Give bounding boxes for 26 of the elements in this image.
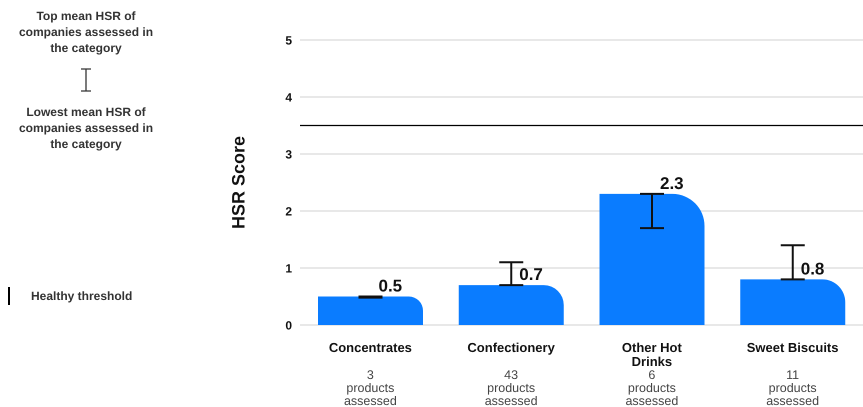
bar: [740, 279, 846, 325]
data-label: 0.5: [378, 276, 402, 296]
bar: [600, 194, 704, 325]
data-label: 0.7: [519, 265, 543, 284]
text: 11 products assessed: [766, 368, 820, 407]
text: 3 products assessed: [344, 368, 397, 407]
bar: [318, 296, 423, 325]
y-tick-label: 2: [285, 204, 292, 218]
y-tick-label: 3: [285, 147, 292, 162]
data-label: 2.3: [660, 174, 684, 193]
x-tick-label: Concentrates: [328, 340, 412, 355]
text: Top mean HSR of companies assessed in the category: [18, 8, 154, 56]
text: Lowest mean HSR of companies assessed in the category: [18, 104, 154, 152]
y-axis-title: HSR Score: [228, 136, 248, 230]
bar: [458, 285, 564, 325]
text: 6 products assessed: [625, 368, 678, 407]
data-label: 0.8: [800, 259, 824, 278]
legend-label: Healthy threshold: [31, 289, 132, 303]
y-tick-label: 1: [285, 261, 292, 276]
x-tick-label: Sweet Biscuits: [746, 340, 839, 355]
y-tick-label: 0: [285, 318, 292, 332]
y-tick-label: 4: [285, 90, 292, 104]
x-tick-label: Confectionery: [467, 340, 556, 355]
y-tick-label: 5: [285, 33, 292, 48]
text: 43 products assessed: [484, 368, 538, 407]
x-tick-label: Other Hot Drinks: [622, 340, 683, 369]
